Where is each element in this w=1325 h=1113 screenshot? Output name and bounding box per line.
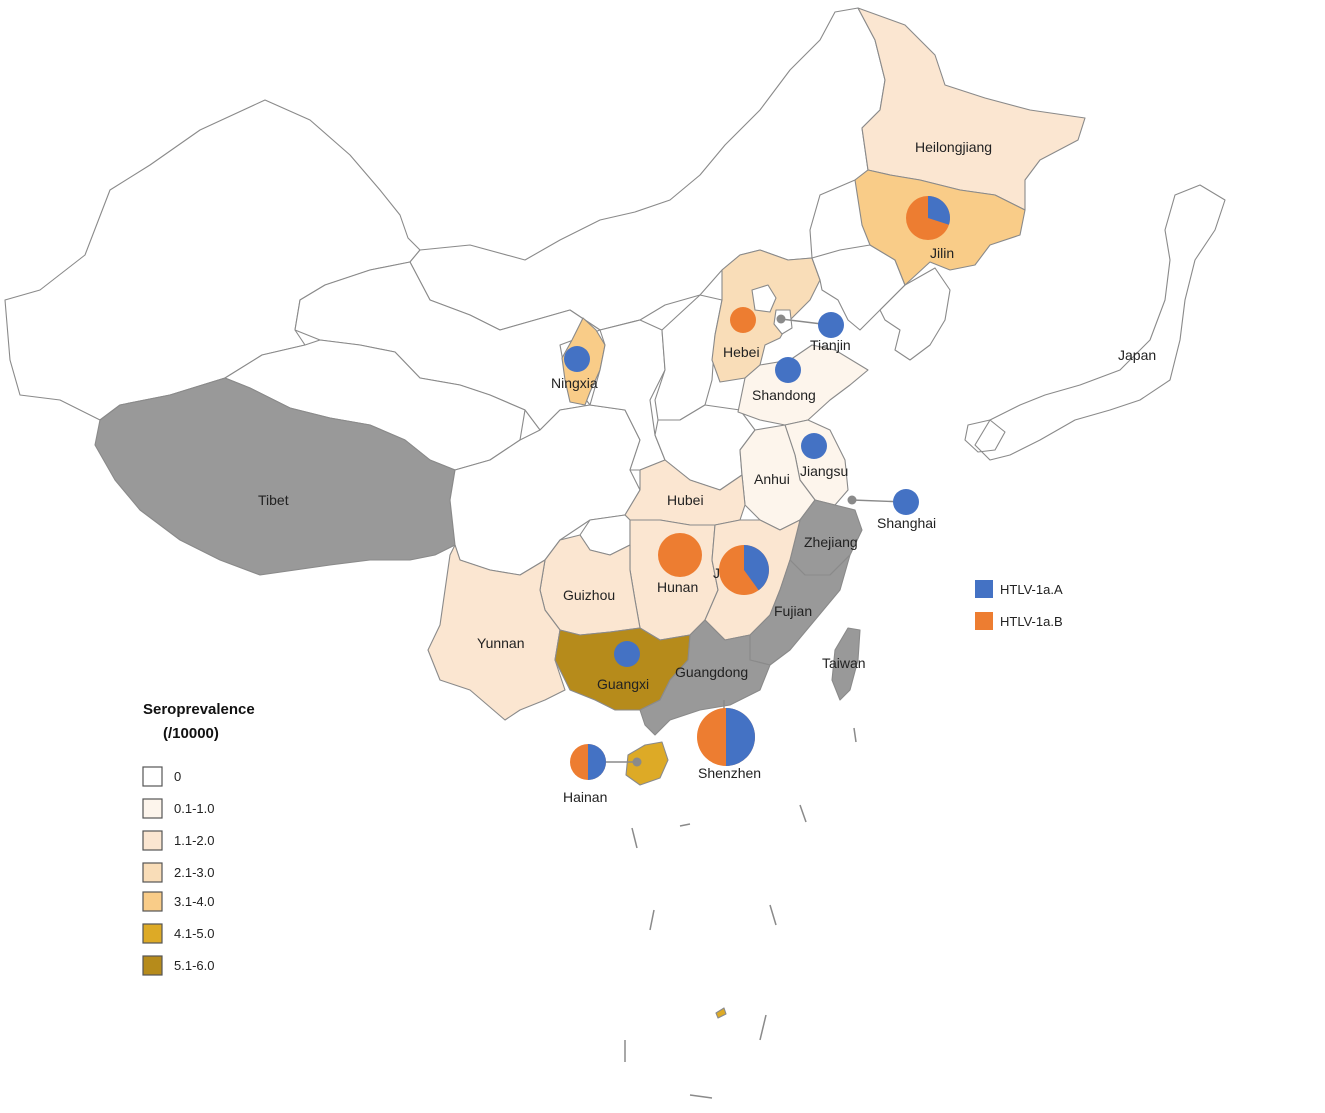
- region-labels: Heilongjiang Jilin Hebei Tianjin Ningxia…: [258, 139, 1156, 805]
- label-guangdong: Guangdong: [675, 664, 748, 680]
- legend-swatch-0: [142, 766, 163, 787]
- pie-slice-a: [564, 346, 590, 372]
- pie-hainan: [570, 744, 606, 780]
- pie-slice-b: [730, 307, 756, 333]
- pie-slice-a: [726, 708, 755, 766]
- legend-label-3: 2.1-3.0: [174, 865, 214, 880]
- label-jiangsu: Jiangsu: [800, 463, 848, 479]
- genotype-label-a: HTLV-1a.A: [1000, 582, 1063, 597]
- leader-lines: [592, 314, 907, 767]
- pie-hunan: [658, 533, 702, 577]
- nine-dash-line: [624, 727, 857, 1099]
- genotype-pies: [564, 196, 950, 780]
- legend-label-6: 5.1-6.0: [174, 958, 214, 973]
- pie-slice-a: [744, 545, 769, 591]
- label-shenzhen: Shenzhen: [698, 765, 761, 781]
- pie-slice-a: [893, 489, 919, 515]
- pie-guangxi: [614, 641, 640, 667]
- japan-outline-south: [964, 419, 1006, 453]
- legend-title: Seroprevalence: [143, 701, 255, 718]
- label-shandong: Shandong: [752, 387, 816, 403]
- genotype-swatch-a: [975, 580, 993, 598]
- pie-jilin: [906, 196, 950, 240]
- label-fujian: Fujian: [774, 603, 812, 619]
- region-hebei: [711, 249, 821, 383]
- legend-swatch-4: [142, 891, 163, 912]
- pie-slice-a: [614, 641, 640, 667]
- pie-slice-a: [588, 744, 606, 780]
- korea-outline: [879, 267, 951, 361]
- legend-label-2: 1.1-2.0: [174, 833, 214, 848]
- legend-label-0: 0: [174, 769, 181, 784]
- label-shanghai: Shanghai: [877, 515, 936, 531]
- pie-shandong: [775, 357, 801, 383]
- region-taiwan: [831, 627, 861, 701]
- label-ningxia: Ningxia: [551, 375, 598, 391]
- label-taiwan: Taiwan: [822, 655, 866, 671]
- legend-swatch-5: [142, 923, 163, 944]
- region-liaoning: [811, 244, 906, 331]
- label-japan: Japan: [1118, 347, 1156, 363]
- pie-tianjin: [818, 312, 844, 338]
- label-zhejiang: Zhejiang: [804, 534, 858, 550]
- legend-swatch-6: [142, 955, 163, 976]
- genotype-swatch-b: [975, 612, 993, 630]
- region-guangdong: [639, 619, 771, 736]
- japan-outline: [974, 184, 1226, 461]
- legend-swatch-1: [142, 798, 163, 819]
- pie-hebei: [730, 307, 756, 333]
- region-hainan: [625, 741, 669, 786]
- pie-ningxia: [564, 346, 590, 372]
- seroprevalence-legend: Seroprevalence (/10000) 0 0.1-1.0 1.1-2.…: [142, 701, 255, 976]
- label-guangxi: Guangxi: [597, 676, 649, 692]
- pie-slice-a: [818, 312, 844, 338]
- pie-slice-a: [775, 357, 801, 383]
- label-yunnan: Yunnan: [477, 635, 525, 651]
- genotype-label-b: HTLV-1a.B: [1000, 614, 1063, 629]
- label-tibet: Tibet: [258, 492, 289, 508]
- pie-slice-b: [658, 533, 702, 577]
- legend-label-4: 3.1-4.0: [174, 894, 214, 909]
- label-tianjin: Tianjin: [810, 337, 851, 353]
- pie-jiangsu: [801, 433, 827, 459]
- pie-slice-a: [928, 196, 950, 225]
- label-anhui: Anhui: [754, 471, 790, 487]
- label-hubei: Hubei: [667, 492, 704, 508]
- label-heilongjiang: Heilongjiang: [915, 139, 992, 155]
- pie-shanghai: [893, 489, 919, 515]
- pie-jiangxi: [719, 545, 769, 595]
- legend-label-5: 4.1-5.0: [174, 926, 214, 941]
- region-guizhou: [539, 534, 641, 636]
- legend-label-1: 0.1-1.0: [174, 801, 214, 816]
- label-hainan: Hainan: [563, 789, 607, 805]
- legend-swatch-2: [142, 830, 163, 851]
- label-hunan: Hunan: [657, 579, 698, 595]
- region-yunnan: [427, 544, 566, 721]
- genotype-legend: HTLV-1a.A HTLV-1a.B: [975, 580, 1063, 630]
- legend-swatch-3: [142, 862, 163, 883]
- legend-unit: (/10000): [163, 725, 219, 742]
- label-hebei: Hebei: [723, 344, 760, 360]
- region-island: [715, 1007, 727, 1019]
- pie-shenzhen: [697, 708, 755, 766]
- pie-slice-a: [801, 433, 827, 459]
- label-jilin: Jilin: [930, 245, 954, 261]
- region-fujian: [749, 554, 851, 666]
- region-beijing: [751, 284, 777, 313]
- neighbor-outlines: [879, 184, 1226, 461]
- label-guizhou: Guizhou: [563, 587, 615, 603]
